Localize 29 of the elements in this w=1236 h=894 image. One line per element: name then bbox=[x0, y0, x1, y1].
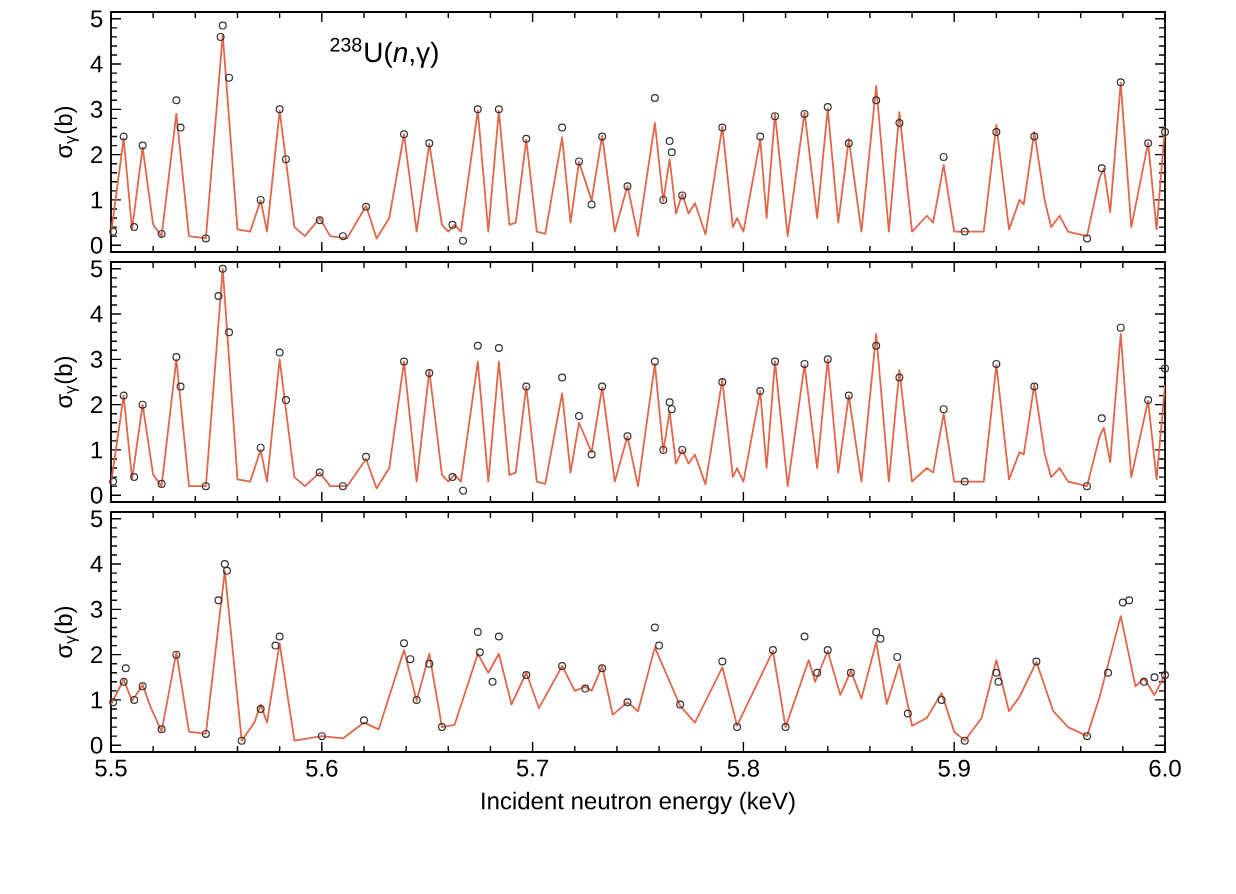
x-tick-label: 5.8 bbox=[727, 759, 760, 777]
y-tick-label: 3 bbox=[90, 350, 103, 368]
x-tick-label: 5.6 bbox=[306, 759, 338, 777]
y-tick-label: 4 bbox=[90, 555, 103, 573]
y-tick-label: 0 bbox=[90, 236, 103, 254]
x-tick-label: 5.9 bbox=[938, 759, 970, 777]
y-axis-title: σ$_{γ}$(b) bbox=[54, 356, 79, 408]
y-tick-label: 0 bbox=[90, 736, 103, 754]
y-tick-label: 3 bbox=[90, 100, 103, 118]
y-tick-label: 3 bbox=[90, 600, 103, 618]
y-axis-title: σ$_{γ}$(b) bbox=[54, 106, 79, 158]
y-tick-label: 2 bbox=[91, 646, 103, 664]
y-tick-label: 5 bbox=[90, 10, 103, 28]
y-tick-label: 1 bbox=[91, 441, 103, 459]
y-tick-label: 2 bbox=[91, 146, 103, 164]
y-tick-label: 5 bbox=[90, 510, 103, 528]
y-tick-label: 2 bbox=[91, 396, 103, 414]
x-axis-title: Incident neutron energy (keV) bbox=[482, 791, 795, 815]
y-tick-label: 1 bbox=[91, 191, 103, 209]
y-axis-title: σ$_{γ}$(b) bbox=[54, 606, 79, 658]
y-tick-label: 4 bbox=[90, 55, 103, 73]
x-tick-label: 6.0 bbox=[1149, 759, 1181, 777]
x-tick-label: 5.5 bbox=[95, 759, 127, 777]
x-tick-label: 5.7 bbox=[516, 759, 549, 777]
y-tick-label: 5 bbox=[90, 260, 103, 278]
annotation: $^{238}$U(n,γ) bbox=[330, 37, 438, 68]
y-tick-label: 1 bbox=[91, 691, 103, 709]
y-tick-label: 4 bbox=[90, 305, 103, 323]
y-tick-label: 0 bbox=[90, 486, 103, 504]
